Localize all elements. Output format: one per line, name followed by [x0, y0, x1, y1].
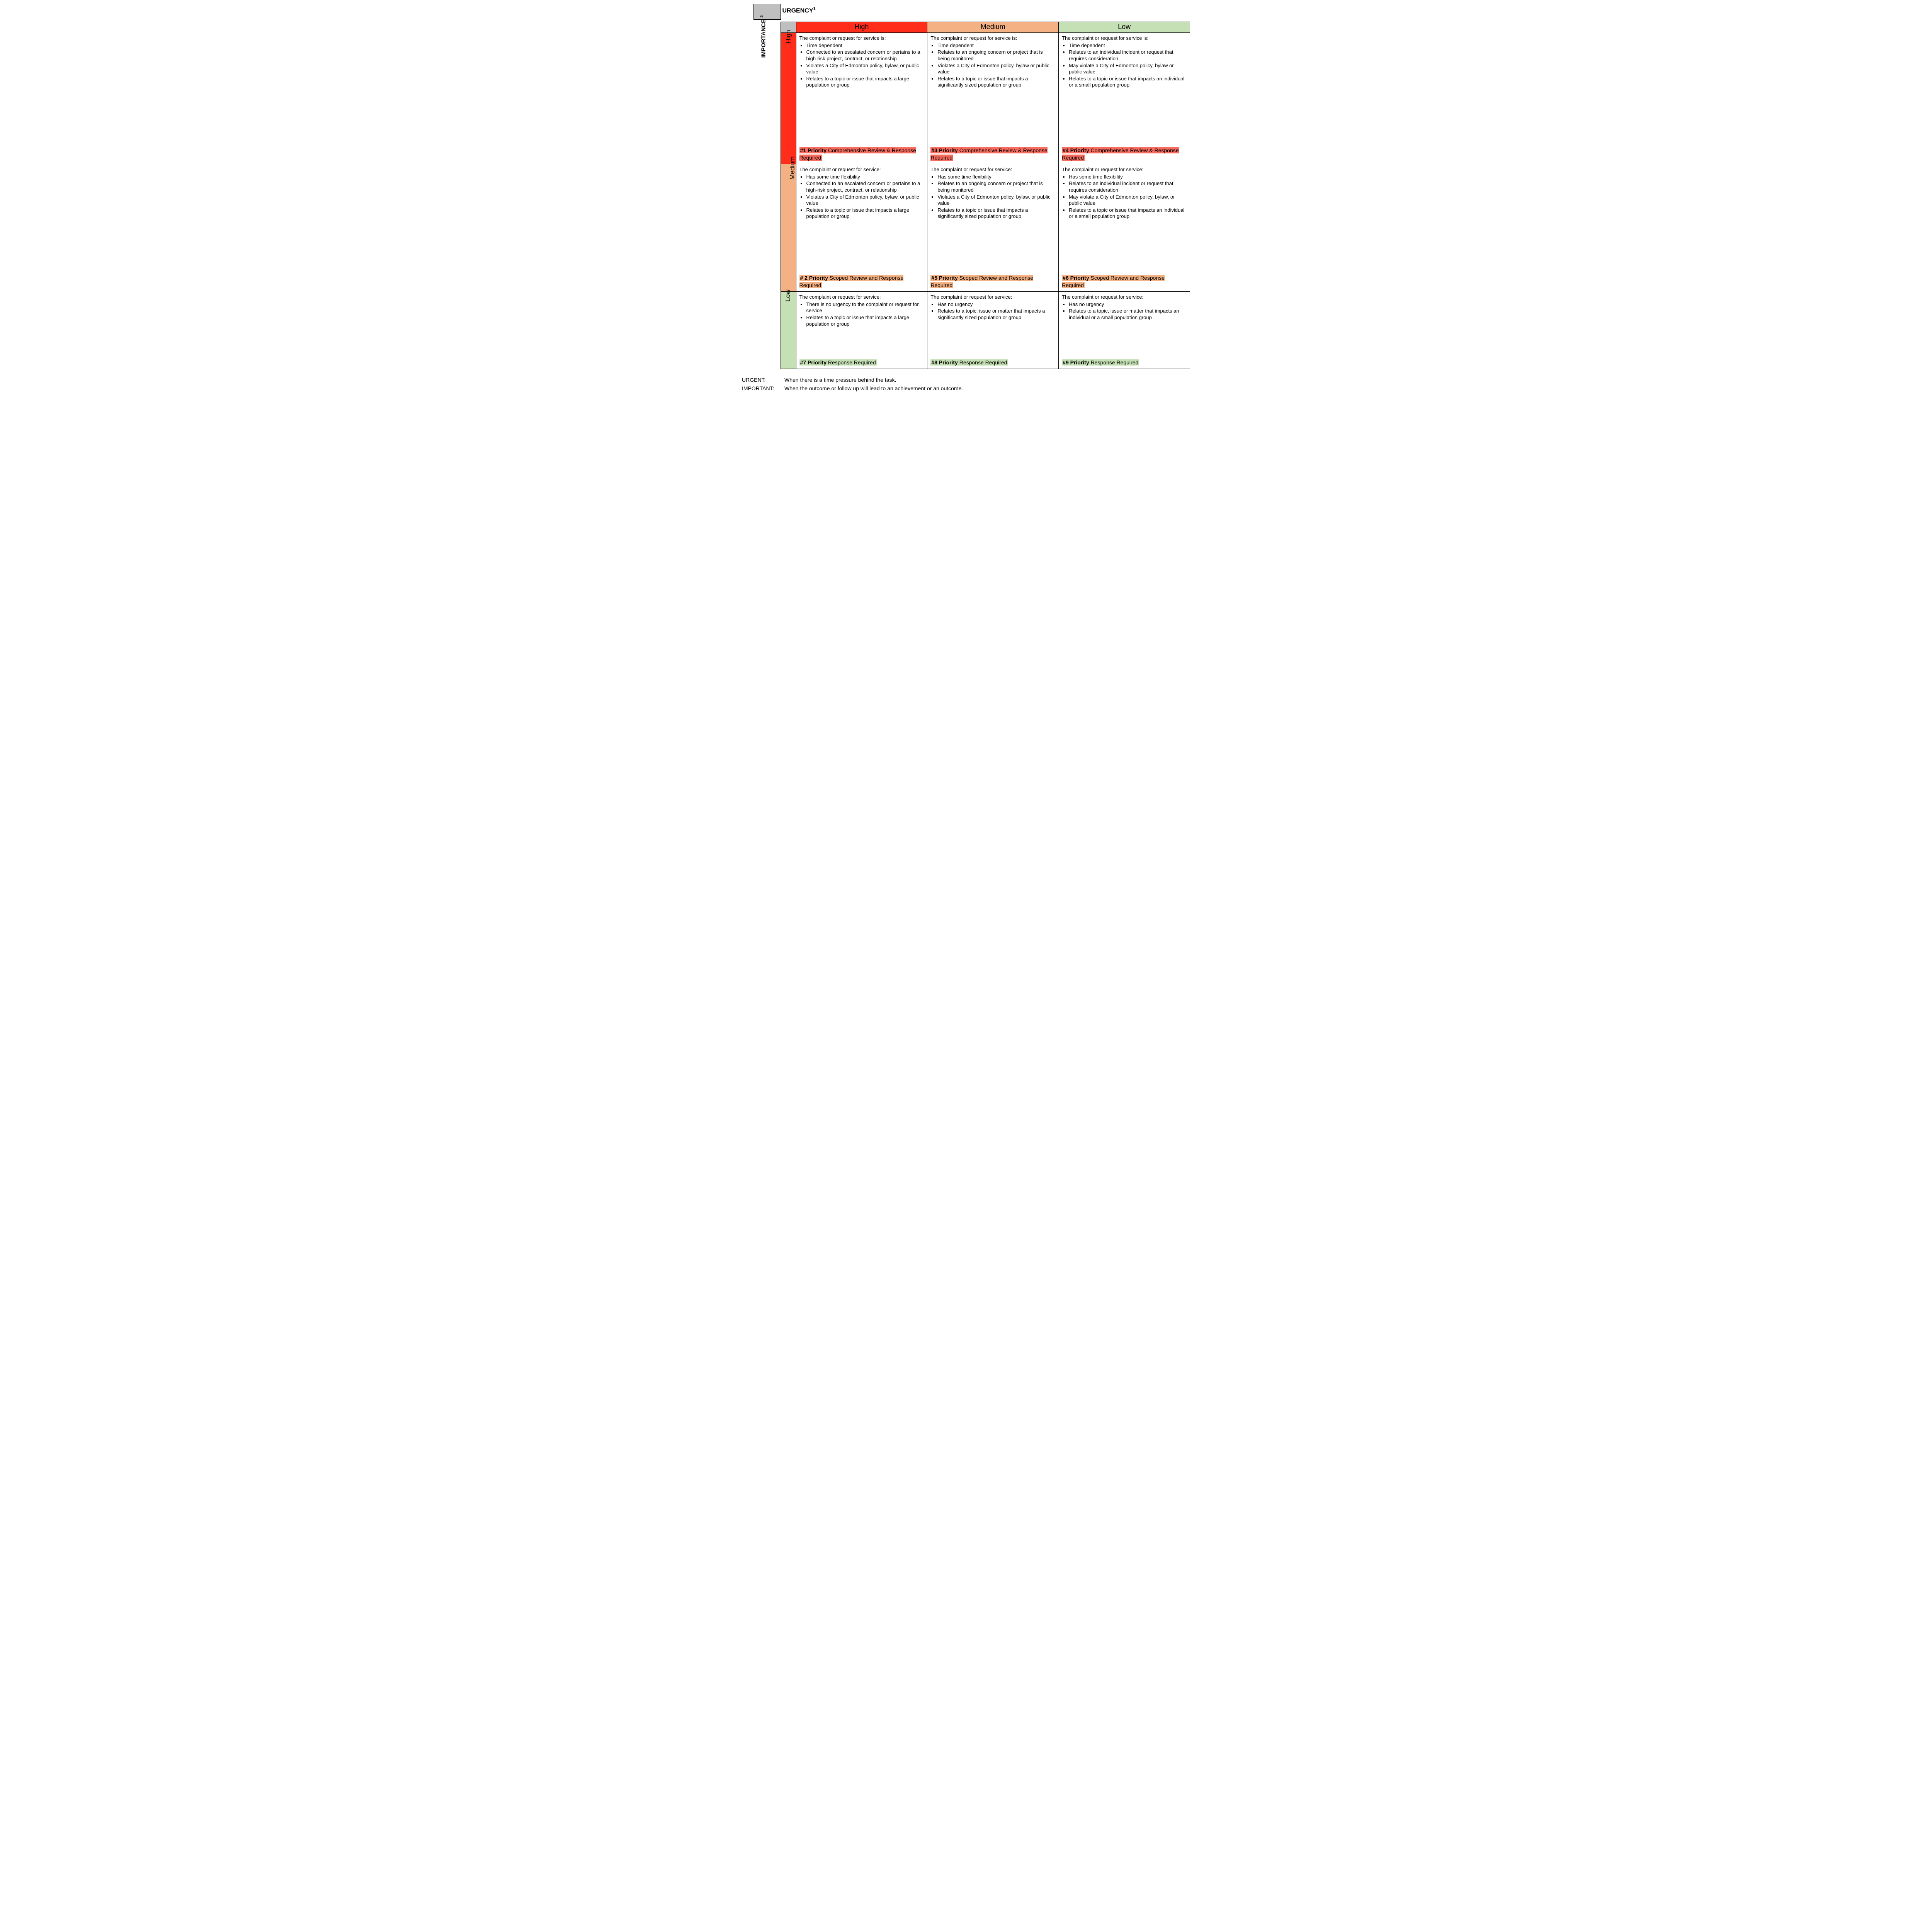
priority-badge: # 2 Priority Scoped Review and Response … — [799, 275, 904, 288]
cell-bullets: Has some time flexibilityRelates to an o… — [930, 174, 1055, 220]
priority-matrix: URGENCY1 High Medium Low IMPORTANCE 2 Hi… — [742, 4, 1190, 391]
cell-bullet: May violate a City of Edmonton policy, b… — [1069, 194, 1187, 207]
cell-bullet: Time dependent — [806, 43, 924, 49]
cell-lead: The complaint or request for service: — [1062, 167, 1187, 173]
importance-title: IMPORTANCE 2 — [742, 33, 753, 369]
cell-bullet: Has some time flexibility — [806, 174, 924, 180]
priority-badge: #1 Priority Comprehensive Review & Respo… — [799, 147, 916, 161]
cell-bullets: Time dependentRelates to an ongoing conc… — [930, 43, 1055, 88]
cell-low-low: The complaint or request for service:Has… — [1059, 292, 1190, 369]
cell-medium-low: The complaint or request for service:Has… — [1059, 164, 1190, 292]
cell-lead: The complaint or request for service is: — [930, 35, 1055, 42]
priority-badge: #6 Priority Scoped Review and Response R… — [1062, 275, 1165, 288]
priority-badge: #8 Priority Response Required — [930, 359, 1008, 366]
cell-bullet: Time dependent — [1069, 43, 1187, 49]
cell-bullet: Relates to a topic or issue that impacts… — [937, 76, 1055, 88]
cell-bullet: Relates to a topic or issue that impacts… — [806, 207, 924, 220]
cell-bullet: Has some time flexibility — [937, 174, 1055, 180]
row-header-low: Low — [781, 292, 796, 369]
priority-badge: #3 Priority Comprehensive Review & Respo… — [930, 147, 1047, 161]
cell-high-medium: The complaint or request for service is:… — [927, 33, 1059, 164]
cell-high-high: The complaint or request for service is:… — [796, 33, 927, 164]
cell-bullet: Connected to an escalated concern or per… — [806, 49, 924, 62]
cell-bullets: Has no urgencyRelates to a topic, issue … — [1062, 301, 1187, 321]
priority-badge: #7 Priority Response Required — [799, 359, 877, 366]
priority-badge: #4 Priority Comprehensive Review & Respo… — [1062, 147, 1179, 161]
cell-lead: The complaint or request for service: — [930, 167, 1055, 173]
cell-bullets: Has no urgencyRelates to a topic, issue … — [930, 301, 1055, 321]
row-medium: Medium The complaint or request for serv… — [742, 164, 1190, 292]
row-header-medium: Medium — [781, 164, 796, 292]
cell-bullet: Relates to an individual incident or req… — [1069, 180, 1187, 193]
cell-bullet: Relates to a topic or issue that impacts… — [806, 315, 924, 327]
cell-bullets: Has some time flexibilityRelates to an i… — [1062, 174, 1187, 220]
footnote-urgent-label: URGENT: — [742, 377, 784, 383]
cell-bullets: Time dependentRelates to an individual i… — [1062, 43, 1187, 88]
cell-bullets: Has some time flexibilityConnected to an… — [799, 174, 924, 220]
corner-box — [753, 4, 781, 20]
cell-lead: The complaint or request for service: — [1062, 294, 1187, 301]
cell-bullet: Relates to a topic, issue or matter that… — [937, 308, 1055, 321]
cell-bullets: Time dependentConnected to an escalated … — [799, 43, 924, 88]
matrix-table: URGENCY1 High Medium Low IMPORTANCE 2 Hi… — [742, 4, 1190, 369]
footnote-important-label: IMPORTANT: — [742, 385, 784, 391]
footnote-urgent-text: When there is a time pressure behind the… — [784, 377, 1190, 383]
cell-medium-high: The complaint or request for service:Has… — [796, 164, 927, 292]
cell-bullet: Relates to an ongoing concern or project… — [937, 180, 1055, 193]
col-header-low: Low — [1059, 22, 1190, 33]
cell-bullet: Has no urgency — [1069, 301, 1187, 308]
cell-lead: The complaint or request for service is: — [799, 35, 924, 42]
col-header-medium: Medium — [927, 22, 1059, 33]
cell-high-low: The complaint or request for service is:… — [1059, 33, 1190, 164]
cell-low-medium: The complaint or request for service:Has… — [927, 292, 1059, 369]
row-header-high: High — [781, 33, 796, 164]
cell-low-high: The complaint or request for service:The… — [796, 292, 927, 369]
cell-bullet: May violate a City of Edmonton policy, b… — [1069, 63, 1187, 75]
cell-bullet: Has no urgency — [937, 301, 1055, 308]
cell-bullet: Violates a City of Edmonton policy, byla… — [806, 63, 924, 75]
urgency-title: URGENCY1 — [781, 4, 1190, 20]
cell-bullet: Relates to an individual incident or req… — [1069, 49, 1187, 62]
cell-lead: The complaint or request for service: — [799, 294, 924, 301]
footnote-important-text: When the outcome or follow up will lead … — [784, 385, 1190, 391]
cell-lead: The complaint or request for service: — [930, 294, 1055, 301]
column-headers: High Medium Low — [742, 22, 1190, 33]
cell-bullet: Relates to a topic, issue or matter that… — [1069, 308, 1187, 321]
cell-bullet: Relates to a topic or issue that impacts… — [1069, 76, 1187, 88]
cell-bullet: There is no urgency to the complaint or … — [806, 301, 924, 314]
cell-bullet: Has some time flexibility — [1069, 174, 1187, 180]
cell-medium-medium: The complaint or request for service:Has… — [927, 164, 1059, 292]
cell-lead: The complaint or request for service is: — [1062, 35, 1187, 42]
col-header-high: High — [796, 22, 927, 33]
row-low: Low The complaint or request for service… — [742, 292, 1190, 369]
cell-bullet: Violates a City of Edmonton policy, byla… — [937, 194, 1055, 207]
cell-bullets: There is no urgency to the complaint or … — [799, 301, 924, 328]
priority-badge: #9 Priority Response Required — [1062, 359, 1139, 366]
footnotes: URGENT: When there is a time pressure be… — [742, 377, 1190, 391]
cell-bullet: Relates to a topic or issue that impacts… — [806, 76, 924, 88]
cell-bullet: Connected to an escalated concern or per… — [806, 180, 924, 193]
cell-bullet: Time dependent — [937, 43, 1055, 49]
priority-badge: #5 Priority Scoped Review and Response R… — [930, 275, 1033, 288]
urgency-title-row: URGENCY1 — [742, 4, 1190, 20]
cell-lead: The complaint or request for service: — [799, 167, 924, 173]
cell-bullet: Violates a City of Edmonton policy, byla… — [937, 63, 1055, 75]
cell-bullet: Relates to a topic or issue that impacts… — [937, 207, 1055, 220]
cell-bullet: Relates to a topic or issue that impacts… — [1069, 207, 1187, 220]
row-high: IMPORTANCE 2 High The complaint or reque… — [742, 33, 1190, 164]
cell-bullet: Violates a City of Edmonton policy, byla… — [806, 194, 924, 207]
cell-bullet: Relates to an ongoing concern or project… — [937, 49, 1055, 62]
